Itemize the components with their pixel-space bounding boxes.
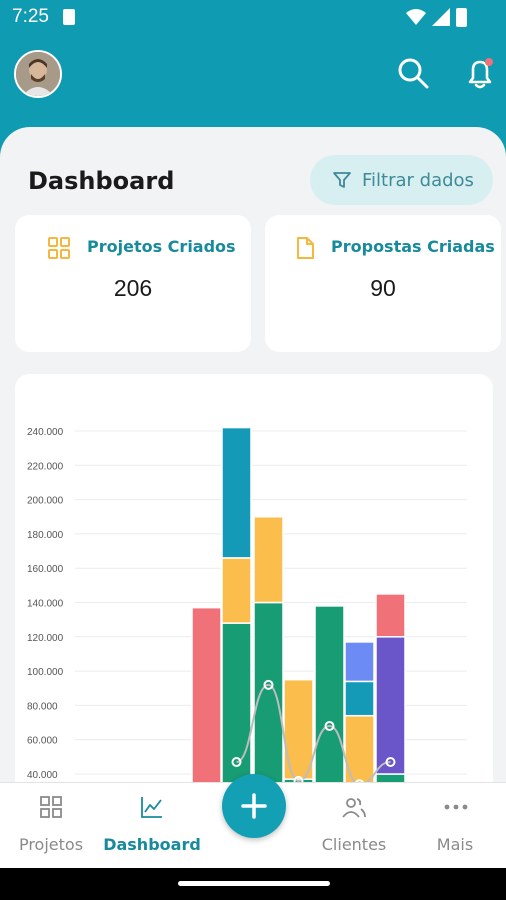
bar-segment[interactable] <box>253 601 284 783</box>
user-avatar[interactable] <box>14 50 62 98</box>
chart-icon <box>141 797 162 818</box>
y-tick-label: 100.000 <box>27 667 64 678</box>
signal-icon <box>432 8 450 26</box>
gesture-handle[interactable] <box>178 881 330 886</box>
status-time: 7:25 <box>12 6 49 27</box>
stat-card-projects[interactable]: Projetos Criados 206 <box>15 215 251 352</box>
line-point[interactable] <box>231 756 242 767</box>
sim-card-icon <box>63 9 75 25</box>
nav-label: Mais <box>436 835 474 854</box>
line-series <box>236 683 391 782</box>
stat-label: Projetos Criados <box>87 237 236 256</box>
y-tick-label: 140.000 <box>27 599 64 610</box>
more-icon <box>444 804 468 810</box>
plus-icon <box>241 793 267 819</box>
battery-icon <box>456 8 467 27</box>
nav-item-projetos[interactable]: Projetos <box>1 783 101 869</box>
bar-segment[interactable] <box>375 636 406 775</box>
y-tick-label: 60.000 <box>27 736 58 747</box>
y-tick-label: 160.000 <box>27 564 64 575</box>
nav-label: Dashboard <box>103 835 201 854</box>
bar-segment[interactable] <box>375 593 406 638</box>
nav-label: Clientes <box>321 835 387 854</box>
bar-segment[interactable] <box>314 605 345 782</box>
search-icon[interactable] <box>395 55 431 91</box>
nav-item-clientes[interactable]: Clientes <box>304 783 404 869</box>
bar-segment[interactable] <box>253 516 284 604</box>
y-tick-label: 180.000 <box>27 530 64 541</box>
grid-icon <box>48 237 70 259</box>
filter-data-button[interactable]: Filtrar dados <box>310 155 493 205</box>
nav-item-dashboard[interactable]: Dashboard <box>102 783 202 869</box>
line-point[interactable] <box>385 756 396 767</box>
status-bar: 7:25 <box>0 0 506 36</box>
line-point[interactable] <box>293 775 304 782</box>
stat-value: 90 <box>370 275 396 301</box>
line-point[interactable] <box>355 779 364 782</box>
nav-item-mais[interactable]: Mais <box>405 783 505 869</box>
bar-segment[interactable] <box>375 773 406 782</box>
y-tick-label: 80.000 <box>27 701 58 712</box>
bar-segment[interactable] <box>191 606 222 782</box>
bar-segment[interactable] <box>221 557 252 624</box>
stat-label: Propostas Criadas <box>331 237 495 256</box>
stacked-bar-chart: 240.000 220.000 200.000 180.000 160.000 140.0… <box>27 426 467 783</box>
filter-data-label: Filtrar dados <box>362 169 474 191</box>
y-tick-label: 220.000 <box>27 461 64 472</box>
bar-segment[interactable] <box>344 680 375 717</box>
filter-icon <box>333 172 351 188</box>
document-icon <box>297 237 314 259</box>
stat-value: 206 <box>113 275 153 301</box>
y-tick-label: 40.000 <box>27 770 58 781</box>
users-icon <box>342 798 366 818</box>
line-point[interactable] <box>324 720 335 731</box>
page-title: Dashboard <box>28 167 175 195</box>
bell-icon[interactable] <box>462 55 498 91</box>
bar-segment[interactable] <box>221 426 252 559</box>
system-gesture-area <box>0 868 506 900</box>
y-tick-label: 200.000 <box>27 496 64 507</box>
line-point[interactable] <box>263 679 274 690</box>
dashboard-sheet: Dashboard Filtrar dados Projetos Criados… <box>0 127 506 782</box>
add-button[interactable] <box>222 774 286 838</box>
chart-card: 240.000 220.000 200.000 180.000 160.000 140.0… <box>15 374 493 782</box>
avatar-image <box>16 52 60 96</box>
bar-segment[interactable] <box>221 622 252 782</box>
wifi-icon <box>406 9 426 25</box>
bar-segment[interactable] <box>344 641 375 683</box>
stat-card-proposals[interactable]: Propostas Criadas 90 <box>265 215 501 352</box>
nav-label: Projetos <box>18 835 84 854</box>
grid-icon <box>40 796 62 818</box>
y-tick-label: 120.000 <box>27 633 64 644</box>
y-tick-label: 240.000 <box>27 427 64 438</box>
